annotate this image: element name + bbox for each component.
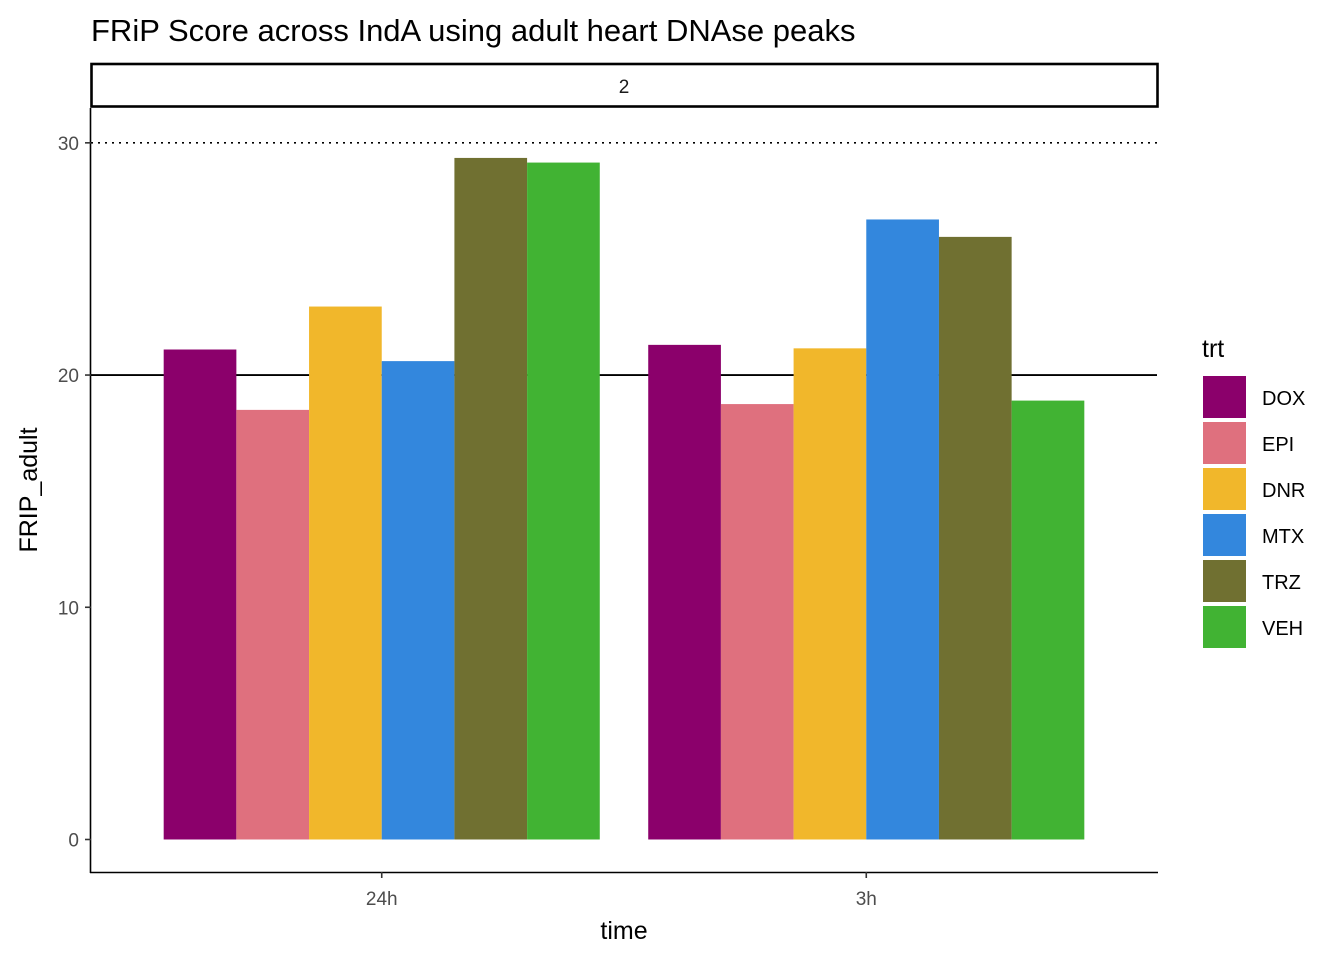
legend-label-veh: VEH: [1262, 618, 1303, 640]
legend-label-mtx: MTX: [1262, 526, 1304, 548]
axes: [89, 108, 1158, 874]
bar-dnr-3h: [793, 348, 867, 840]
bar-dnr-24h: [309, 306, 382, 840]
legend-label-epi: EPI: [1262, 434, 1294, 456]
bar-epi-24h: [236, 409, 310, 840]
y-axis-title: FRIP_adult: [15, 427, 43, 552]
bar-trz-24h: [454, 157, 528, 840]
legend-key-dnr: [1203, 468, 1246, 510]
legend-items: DOX EPI DNR MTX TRZ VEH: [1203, 376, 1305, 648]
bars: [163, 157, 1085, 840]
chart-title: FRiP Score across IndA using adult heart…: [91, 13, 855, 48]
y-axis-ticks: 0 10 20 30: [58, 134, 91, 851]
facet-strip-box: [90, 62, 1159, 108]
legend-label-dox: DOX: [1262, 388, 1305, 410]
bar-veh-24h: [527, 162, 600, 840]
facet-strip-label: 2: [619, 77, 630, 98]
facet-strip: 2: [90, 62, 1159, 108]
legend-key-trz: [1203, 560, 1246, 602]
y-tick-label-0: 0: [68, 830, 79, 851]
bar-mtx-3h: [866, 219, 939, 840]
x-tick-label-3h: 3h: [856, 889, 877, 910]
legend: trt DOX EPI DNR MTX TRZ VEH: [1202, 335, 1305, 648]
y-tick-label-20: 20: [58, 366, 79, 387]
y-tick-label-10: 10: [58, 598, 79, 619]
bar-trz-3h: [938, 236, 1012, 840]
x-axis-ticks: 24h 3h: [366, 872, 877, 910]
legend-label-trz: TRZ: [1262, 572, 1301, 594]
legend-key-dox: [1203, 376, 1246, 418]
bar-dox-3h: [648, 344, 721, 840]
legend-label-dnr: DNR: [1262, 480, 1305, 502]
legend-key-veh: [1203, 606, 1246, 648]
y-tick-label-30: 30: [58, 134, 79, 155]
legend-key-epi: [1203, 422, 1246, 464]
bar-epi-3h: [720, 404, 794, 840]
x-axis-title: time: [600, 917, 647, 945]
x-tick-label-24h: 24h: [366, 889, 398, 910]
legend-title: trt: [1202, 335, 1224, 363]
bar-dox-24h: [163, 349, 237, 840]
legend-key-mtx: [1203, 514, 1246, 556]
bar-mtx-24h: [381, 361, 455, 840]
bar-veh-3h: [1011, 400, 1085, 840]
